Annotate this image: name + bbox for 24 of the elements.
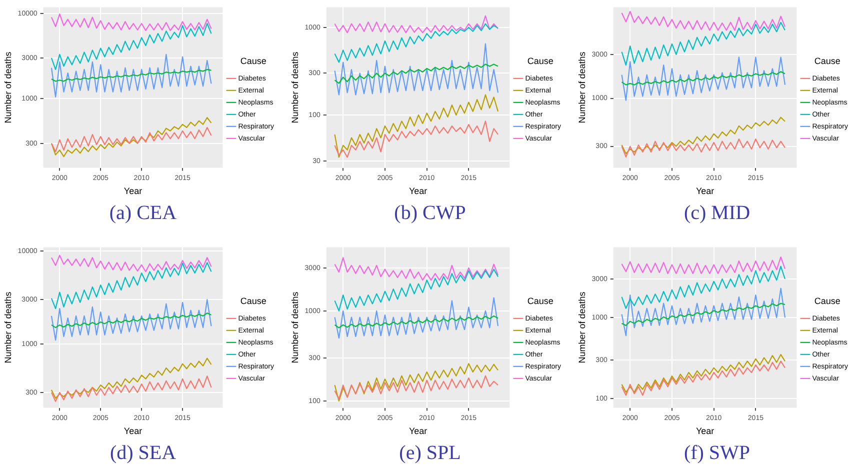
legend-title: Cause: [527, 56, 554, 66]
text: (f) SWP: [682, 442, 752, 465]
text: (d) SEA: [108, 442, 178, 465]
legend-title: Cause: [240, 296, 266, 306]
text: (e) SPL: [398, 442, 462, 465]
y-axis-title: Number of deaths: [576, 51, 587, 124]
legend-title: Cause: [814, 56, 840, 66]
text: (a) CEA: [108, 202, 178, 225]
x-axis-title: Year: [696, 186, 714, 196]
y-axis-title: Number of deaths: [290, 291, 300, 364]
x-axis-title: Year: [408, 186, 428, 196]
x-axis-title: Year: [696, 426, 714, 436]
legend-title: Cause: [814, 296, 840, 306]
y-axis-title: Number of deaths: [2, 291, 13, 364]
legend-title: Cause: [527, 296, 554, 306]
x-axis-title: Year: [124, 186, 142, 196]
text: (b) CWP: [393, 202, 467, 225]
x-axis-title: Year: [124, 426, 142, 436]
legend-title: Cause: [240, 56, 266, 66]
x-axis-title: Year: [408, 426, 428, 436]
y-axis-title: Number of deaths: [576, 291, 587, 364]
y-axis-title: Number of deaths: [2, 51, 13, 124]
text: (c) MID: [682, 202, 752, 225]
y-axis-title: Number of deaths: [290, 51, 300, 124]
